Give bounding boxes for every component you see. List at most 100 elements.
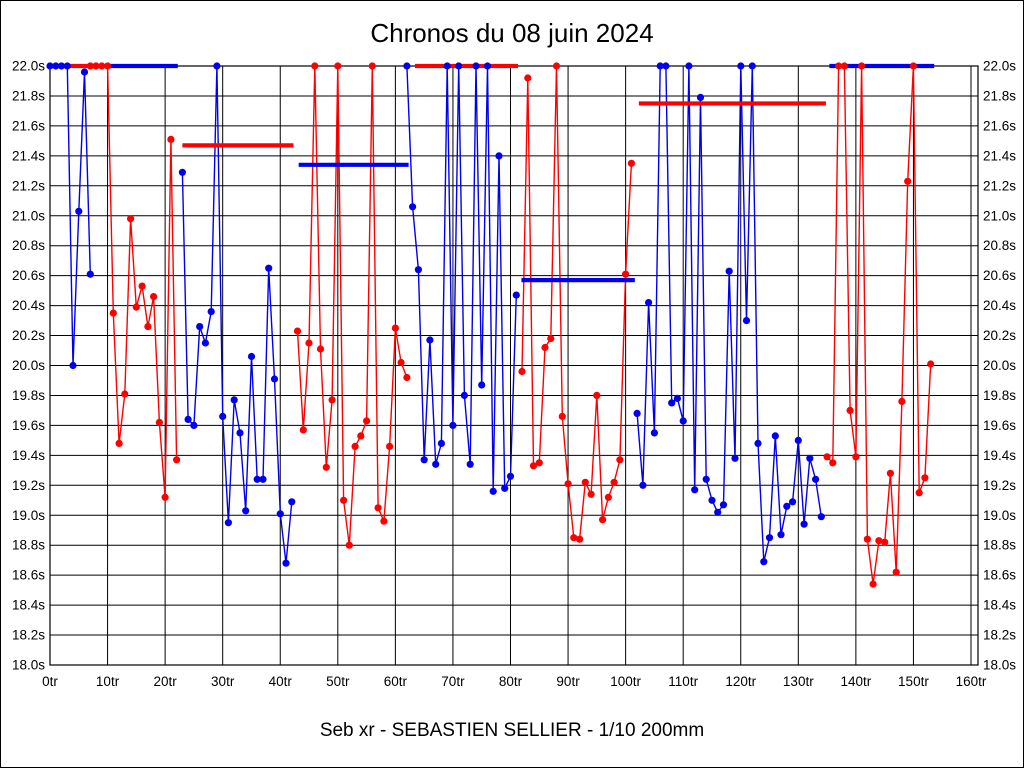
x-tick-label: 30tr bbox=[211, 674, 235, 689]
blue-run-times-point bbox=[432, 460, 440, 468]
red-run-times-line bbox=[296, 65, 408, 546]
blue-run-times-point bbox=[691, 486, 699, 494]
blue-run-times-point bbox=[420, 456, 428, 464]
red-run-times-point bbox=[915, 489, 923, 497]
red-run-times-point bbox=[610, 478, 618, 486]
red-run-times-point bbox=[909, 62, 918, 70]
red-run-times-point bbox=[345, 541, 353, 549]
y-tick-label-right: 18.0s bbox=[983, 658, 1016, 673]
red-run-times-point bbox=[886, 469, 895, 477]
y-tick-label-right: 21.6s bbox=[983, 118, 1016, 133]
y-tick-label-left: 19.2s bbox=[12, 478, 45, 493]
blue-run-times-point bbox=[414, 266, 422, 274]
blue-run-times-point bbox=[483, 62, 492, 70]
red-run-times-point bbox=[403, 373, 411, 382]
blue-run-times-point bbox=[754, 439, 762, 447]
blue-run-times-point bbox=[714, 508, 722, 516]
red-run-times-point bbox=[374, 504, 382, 512]
x-tick-label: 60tr bbox=[384, 674, 408, 689]
red-run-times-point bbox=[397, 358, 405, 367]
red-run-times-point bbox=[869, 580, 877, 588]
blue-run-times-point bbox=[478, 381, 486, 389]
blue-run-times-point bbox=[777, 531, 785, 539]
y-tick-label-left: 18.0s bbox=[12, 658, 45, 673]
blue-run-times-point bbox=[501, 484, 509, 492]
series-markers bbox=[46, 62, 935, 588]
red-run-times-point bbox=[328, 396, 336, 404]
red-run-times-point bbox=[109, 309, 117, 317]
red-run-times-point bbox=[380, 517, 388, 525]
blue-run-times-point bbox=[207, 308, 215, 316]
blue-run-times-point bbox=[656, 62, 664, 70]
red-run-times-point bbox=[576, 535, 584, 543]
blue-run-times-point bbox=[633, 409, 641, 417]
red-run-times-point bbox=[622, 270, 630, 278]
y-tick-label-right: 21.4s bbox=[983, 148, 1016, 163]
red-run-times-point bbox=[386, 442, 394, 450]
blue-run-times-point bbox=[247, 352, 256, 361]
red-run-times-point bbox=[564, 480, 572, 488]
blue-run-times-point bbox=[760, 558, 768, 566]
red-run-times-point bbox=[305, 339, 313, 347]
blue-run-times-point bbox=[662, 62, 670, 70]
y-tick-label-right: 20.6s bbox=[983, 268, 1016, 283]
blue-run-times-point bbox=[708, 496, 716, 504]
red-run-times-point bbox=[92, 62, 100, 70]
red-run-times-point bbox=[823, 453, 831, 461]
blue-run-times-point bbox=[259, 475, 267, 483]
red-run-times-point bbox=[829, 459, 837, 467]
y-tick-label-right: 18.4s bbox=[983, 598, 1016, 613]
red-run-times-point bbox=[98, 62, 106, 70]
y-tick-label-left: 22.0s bbox=[12, 59, 45, 74]
red-run-times-point bbox=[892, 568, 900, 576]
red-run-times-point bbox=[86, 62, 94, 70]
blue-run-times-point bbox=[800, 520, 808, 528]
red-run-times-point bbox=[351, 442, 359, 450]
blue-run-times-point bbox=[224, 519, 232, 527]
x-tick-label: 130tr bbox=[783, 674, 814, 689]
y-tick-label-right: 21.2s bbox=[983, 178, 1016, 193]
blue-run-times-point bbox=[86, 270, 94, 278]
blue-run-times-point bbox=[748, 62, 756, 70]
x-tick-label: 10tr bbox=[96, 674, 120, 689]
red-run-times-point bbox=[581, 478, 589, 486]
red-run-times-point bbox=[541, 343, 549, 352]
blue-run-times-point bbox=[725, 267, 733, 275]
blue-run-times-point bbox=[52, 62, 60, 70]
y-tick-label-right: 20.0s bbox=[983, 358, 1016, 373]
blue-run-times-point bbox=[270, 375, 279, 383]
x-tick-label: 140tr bbox=[840, 674, 871, 689]
red-run-times-point bbox=[322, 463, 330, 471]
red-run-times-point bbox=[529, 462, 538, 470]
x-tick-label: 160tr bbox=[956, 674, 987, 689]
y-tick-label-left: 20.4s bbox=[12, 298, 45, 313]
blue-run-times-point bbox=[650, 429, 659, 437]
red-run-times-point bbox=[599, 516, 607, 524]
red-run-times-point bbox=[835, 62, 843, 70]
blue-run-times-point bbox=[449, 421, 457, 429]
red-run-times-point bbox=[115, 439, 123, 447]
blue-run-times-point bbox=[69, 361, 77, 370]
y-tick-label-right: 20.8s bbox=[983, 238, 1016, 253]
y-tick-label-right: 20.2s bbox=[983, 328, 1016, 343]
y-axis-labels-right: 22.0s 21.8s 21.6s 21.4s 21.2s 21.0s 20.8s 20.6s… bbox=[983, 59, 1016, 673]
blue-run-times-point bbox=[242, 507, 250, 515]
blue-run-times-point bbox=[409, 203, 417, 211]
red-run-times-point bbox=[357, 432, 365, 440]
y-tick-label-left: 21.2s bbox=[12, 178, 45, 193]
y-tick-label-right: 19.8s bbox=[983, 388, 1016, 403]
red-run-times-point bbox=[173, 456, 181, 464]
red-run-times-point bbox=[138, 282, 146, 290]
blue-run-times-point bbox=[282, 559, 290, 567]
red-run-times-point bbox=[858, 62, 866, 70]
blue-run-times-point bbox=[80, 68, 89, 76]
red-run-times-point bbox=[121, 390, 129, 398]
blue-run-times-point bbox=[679, 417, 687, 425]
red-run-times-point bbox=[391, 324, 399, 332]
grid-lines bbox=[49, 65, 978, 666]
red-run-times-point bbox=[518, 367, 526, 376]
y-tick-label-left: 18.2s bbox=[12, 628, 45, 643]
y-tick-label-left: 20.8s bbox=[12, 238, 45, 253]
red-run-times-point bbox=[863, 535, 872, 543]
red-run-times-point bbox=[552, 62, 561, 70]
